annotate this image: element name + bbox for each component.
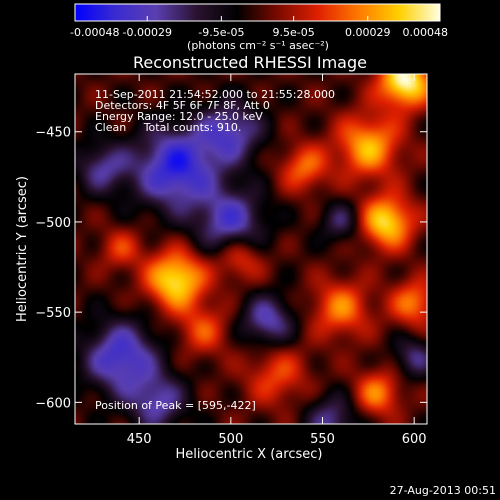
footer-timestamp: 27-Aug-2013 00:51 — [390, 484, 496, 497]
colorbar-tick-label: 0.00029 — [345, 26, 391, 39]
colorbar-tick-label: -9.5e-05 — [198, 26, 244, 39]
x-tick-label: 500 — [218, 432, 243, 447]
heatmap-image — [75, 74, 427, 424]
info-line: Energy Range: 12.0 - 25.0 keV — [95, 110, 263, 123]
y-tick-label: −500 — [35, 216, 71, 231]
colorbar-tick-label: -0.00048 — [70, 26, 119, 39]
x-tick-label: 450 — [127, 432, 152, 447]
colorbar-ticks: -0.00048 -0.00029 -9.5e-05 9.5e-05 0.00029 0.… — [70, 16, 448, 39]
x-axis-label: Heliocentric X (arcsec) — [176, 447, 323, 462]
colorbar-gradient — [74, 3, 441, 22]
colorbar-tick-label: -0.00029 — [123, 26, 172, 39]
colorbar-tick-label: 9.5e-05 — [273, 26, 315, 39]
info-line: Detectors: 4F 5F 6F 7F 8F, Att 0 — [95, 99, 270, 112]
x-tick-label: 550 — [310, 432, 335, 447]
y-tick-label: −600 — [35, 396, 71, 411]
plot-area: 450 500 550 600 −450 −500 −550 −600 11-Sep-2011… — [35, 73, 428, 447]
y-tick-label: −450 — [35, 126, 71, 141]
y-axis-label: Heliocentric Y (arcsec) — [15, 176, 30, 322]
peak-position-label: Position of Peak = [595,-422] — [95, 399, 256, 412]
info-text-block: 11-Sep-2011 21:54:52.000 to 21:55:28.000… — [95, 88, 335, 134]
info-line: 11-Sep-2011 21:54:52.000 to 21:55:28.000 — [95, 88, 335, 101]
plot-frame — [74, 73, 428, 425]
colorbar-tick-label: 0.00048 — [403, 26, 449, 39]
axis-ticks: 450 500 550 600 −450 −500 −550 −600 — [35, 74, 427, 447]
x-tick-label: 600 — [402, 432, 427, 447]
y-tick-label: −550 — [35, 306, 71, 321]
info-line: Clean Total counts: 910. — [95, 121, 241, 134]
colorbar-units-label: (photons cm⁻² s⁻¹ asec⁻²) — [187, 39, 329, 52]
chart-title: Reconstructed RHESSI Image — [133, 53, 367, 72]
colorbar: -0.00048 -0.00029 -9.5e-05 9.5e-05 0.00029 0.… — [70, 3, 448, 52]
